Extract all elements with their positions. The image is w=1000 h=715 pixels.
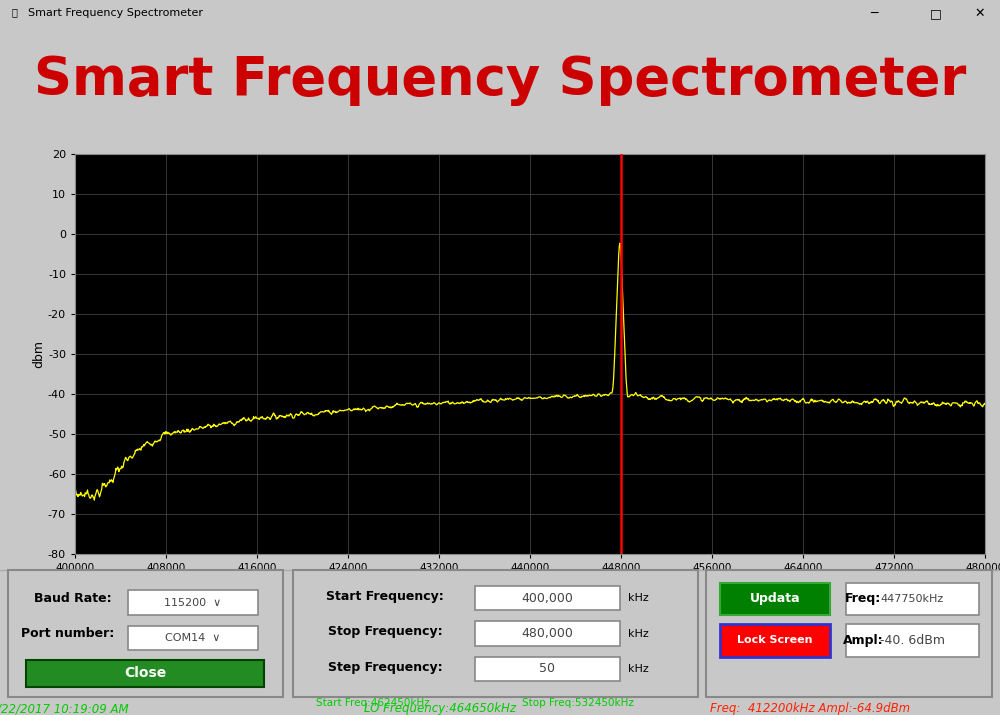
Text: Lock Screen: Lock Screen — [737, 636, 813, 646]
Text: kHz: kHz — [628, 628, 648, 638]
FancyBboxPatch shape — [846, 583, 979, 615]
Text: kHz: kHz — [628, 593, 648, 603]
Text: Freq:: Freq: — [845, 593, 881, 606]
FancyBboxPatch shape — [720, 583, 830, 615]
FancyBboxPatch shape — [706, 571, 992, 696]
FancyBboxPatch shape — [475, 586, 620, 611]
FancyBboxPatch shape — [720, 624, 830, 656]
Text: ─: ─ — [870, 7, 878, 20]
Text: 115200  ∨: 115200 ∨ — [164, 598, 222, 608]
Text: Smart Frequency Spectrometer: Smart Frequency Spectrometer — [34, 54, 966, 107]
Text: Stop Freq:532450kHz: Stop Freq:532450kHz — [522, 699, 634, 709]
FancyBboxPatch shape — [475, 621, 620, 646]
Text: kHz: kHz — [628, 664, 648, 674]
Y-axis label: dbm: dbm — [32, 340, 45, 368]
Text: Smart Frequency Spectrometer: Smart Frequency Spectrometer — [28, 8, 203, 17]
Text: -40. 6dBm: -40. 6dBm — [880, 634, 945, 647]
FancyBboxPatch shape — [293, 571, 698, 696]
Text: Ampl:: Ampl: — [843, 634, 883, 647]
Text: Start Freq:462450kHz: Start Freq:462450kHz — [316, 699, 430, 709]
Text: 400,000: 400,000 — [522, 592, 573, 605]
FancyBboxPatch shape — [846, 624, 979, 656]
FancyBboxPatch shape — [128, 591, 258, 615]
Text: Close: Close — [124, 666, 166, 681]
Text: 50: 50 — [540, 662, 556, 676]
Text: Updata: Updata — [750, 593, 800, 606]
Text: Start Frequency:: Start Frequency: — [326, 590, 444, 603]
Text: LO Frequency:464650kHz: LO Frequency:464650kHz — [364, 702, 516, 715]
Text: ✕: ✕ — [974, 7, 984, 20]
Text: 🖥: 🖥 — [12, 8, 18, 17]
Text: Baud Rate:: Baud Rate: — [34, 592, 112, 605]
Text: Stop Frequency:: Stop Frequency: — [328, 626, 442, 638]
FancyBboxPatch shape — [8, 571, 283, 696]
Text: 447750kHz: 447750kHz — [881, 594, 944, 604]
Text: Port number:: Port number: — [21, 627, 115, 640]
Text: Freq:  412200kHz Ampl:-64.9dBm: Freq: 412200kHz Ampl:-64.9dBm — [710, 702, 910, 715]
FancyBboxPatch shape — [475, 656, 620, 681]
Text: □: □ — [930, 7, 942, 20]
Text: Step Frequency:: Step Frequency: — [328, 661, 442, 674]
FancyBboxPatch shape — [128, 626, 258, 651]
Text: 480,000: 480,000 — [522, 627, 573, 640]
Text: COM14  ∨: COM14 ∨ — [165, 633, 221, 643]
FancyBboxPatch shape — [26, 660, 264, 687]
Text: 12/22/2017 10:19:09 AM: 12/22/2017 10:19:09 AM — [0, 702, 128, 715]
